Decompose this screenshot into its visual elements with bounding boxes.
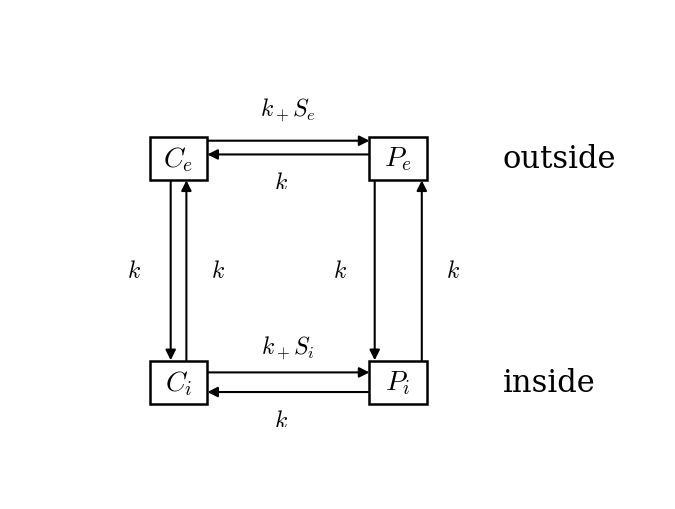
Text: $k$: $k$ xyxy=(333,259,347,282)
Text: $k$: $k$ xyxy=(211,259,225,282)
Text: $k_-$: $k_-$ xyxy=(274,166,302,191)
Text: $k$: $k$ xyxy=(127,259,141,282)
Text: $P_i$: $P_i$ xyxy=(385,369,411,397)
FancyBboxPatch shape xyxy=(150,137,207,181)
FancyBboxPatch shape xyxy=(150,361,207,404)
Text: $C_i$: $C_i$ xyxy=(165,368,192,397)
Text: $k_-$: $k_-$ xyxy=(274,404,302,428)
FancyBboxPatch shape xyxy=(369,361,427,404)
Text: $P_e$: $P_e$ xyxy=(384,145,412,173)
Text: $k_+S_i$: $k_+S_i$ xyxy=(261,333,315,361)
Text: $k$: $k$ xyxy=(446,259,460,282)
Text: inside: inside xyxy=(503,367,595,398)
Text: outside: outside xyxy=(503,144,616,175)
FancyBboxPatch shape xyxy=(369,137,427,181)
Text: $k_+S_e$: $k_+S_e$ xyxy=(261,96,317,124)
Text: $C_e$: $C_e$ xyxy=(163,145,194,174)
